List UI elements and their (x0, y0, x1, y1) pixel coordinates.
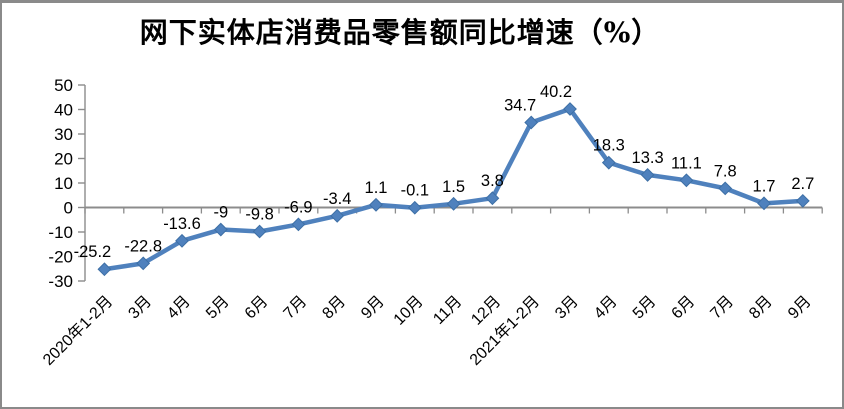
y-tick-label: -10 (48, 223, 73, 242)
x-axis-label: 2021年1-2月 (466, 292, 543, 369)
data-point-marker (795, 193, 810, 208)
data-point-marker (291, 217, 306, 232)
data-point-marker (640, 168, 655, 182)
y-tick-label: 40 (54, 101, 73, 120)
data-point-label: 7.8 (714, 162, 737, 180)
data-point-marker (136, 256, 151, 271)
x-axis-label: 12月 (468, 293, 504, 329)
data-point-marker (524, 115, 539, 130)
data-point-label: -13.6 (163, 215, 201, 233)
x-axis-label: 7月 (281, 293, 311, 323)
data-point-label: 1.1 (365, 179, 388, 197)
x-axis-label: 9月 (785, 293, 815, 323)
data-point-label: 3.8 (481, 172, 504, 190)
y-tick-label: -30 (48, 272, 73, 291)
chart-title: 网下实体店消费品零售额同比增速（%） (139, 16, 661, 49)
x-axis-label: 2020年1-2月 (39, 292, 116, 369)
data-point-marker (718, 181, 733, 196)
x-axis-label: 6月 (242, 293, 272, 323)
data-point-label: 2.7 (791, 175, 814, 193)
data-point-label: 18.3 (593, 137, 625, 155)
data-point-label: 13.3 (632, 149, 664, 167)
data-point-marker (485, 191, 500, 206)
data-point-label: -3.4 (323, 190, 351, 208)
data-point-marker (446, 196, 461, 211)
y-tick-label: 50 (54, 76, 73, 95)
x-axis-label: 4月 (591, 293, 621, 323)
data-point-marker (213, 222, 228, 237)
data-point-label: 1.7 (753, 177, 776, 195)
data-point-label: -22.8 (124, 237, 162, 255)
data-point-label: -9.8 (245, 206, 273, 224)
y-tick-label: 0 (64, 199, 73, 218)
data-point-marker (407, 200, 422, 215)
data-point-marker (601, 155, 616, 170)
x-axis-label: 7月 (707, 293, 737, 323)
data-point-marker (97, 262, 112, 277)
data-point-label: 40.2 (540, 83, 572, 101)
y-tick-label: 30 (54, 125, 73, 144)
data-point-label: -0.1 (401, 182, 429, 200)
data-point-marker (252, 224, 267, 239)
x-axis-label: 10月 (391, 293, 427, 329)
data-point-label: -25.2 (74, 243, 112, 261)
data-point-marker (679, 173, 694, 188)
data-point-label: 11.1 (671, 154, 702, 172)
data-point-label: -9 (213, 204, 228, 222)
data-point-label: 1.5 (442, 178, 465, 196)
x-axis-label: 3月 (552, 293, 582, 323)
x-axis-label: 6月 (669, 293, 699, 323)
y-tick-label: -20 (48, 248, 73, 267)
x-axis-label: 11月 (430, 293, 465, 328)
y-tick-label: 10 (54, 174, 73, 193)
data-point-label: -6.9 (284, 198, 312, 216)
x-axis-label: 9月 (358, 293, 388, 323)
data-point-marker (175, 233, 189, 248)
x-axis-label: 3月 (125, 293, 155, 323)
x-axis-label: 8月 (746, 293, 776, 323)
x-axis-label: 8月 (319, 293, 349, 323)
data-point-marker (330, 208, 345, 223)
data-point-label: 34.7 (504, 96, 536, 114)
x-axis-label: 5月 (630, 293, 660, 323)
data-point-marker (369, 197, 383, 212)
x-axis-label: 5月 (203, 293, 233, 323)
data-point-marker (757, 196, 771, 211)
x-axis-label: 4月 (164, 293, 194, 323)
data-point-marker (563, 102, 577, 116)
y-tick-label: 20 (54, 150, 73, 169)
